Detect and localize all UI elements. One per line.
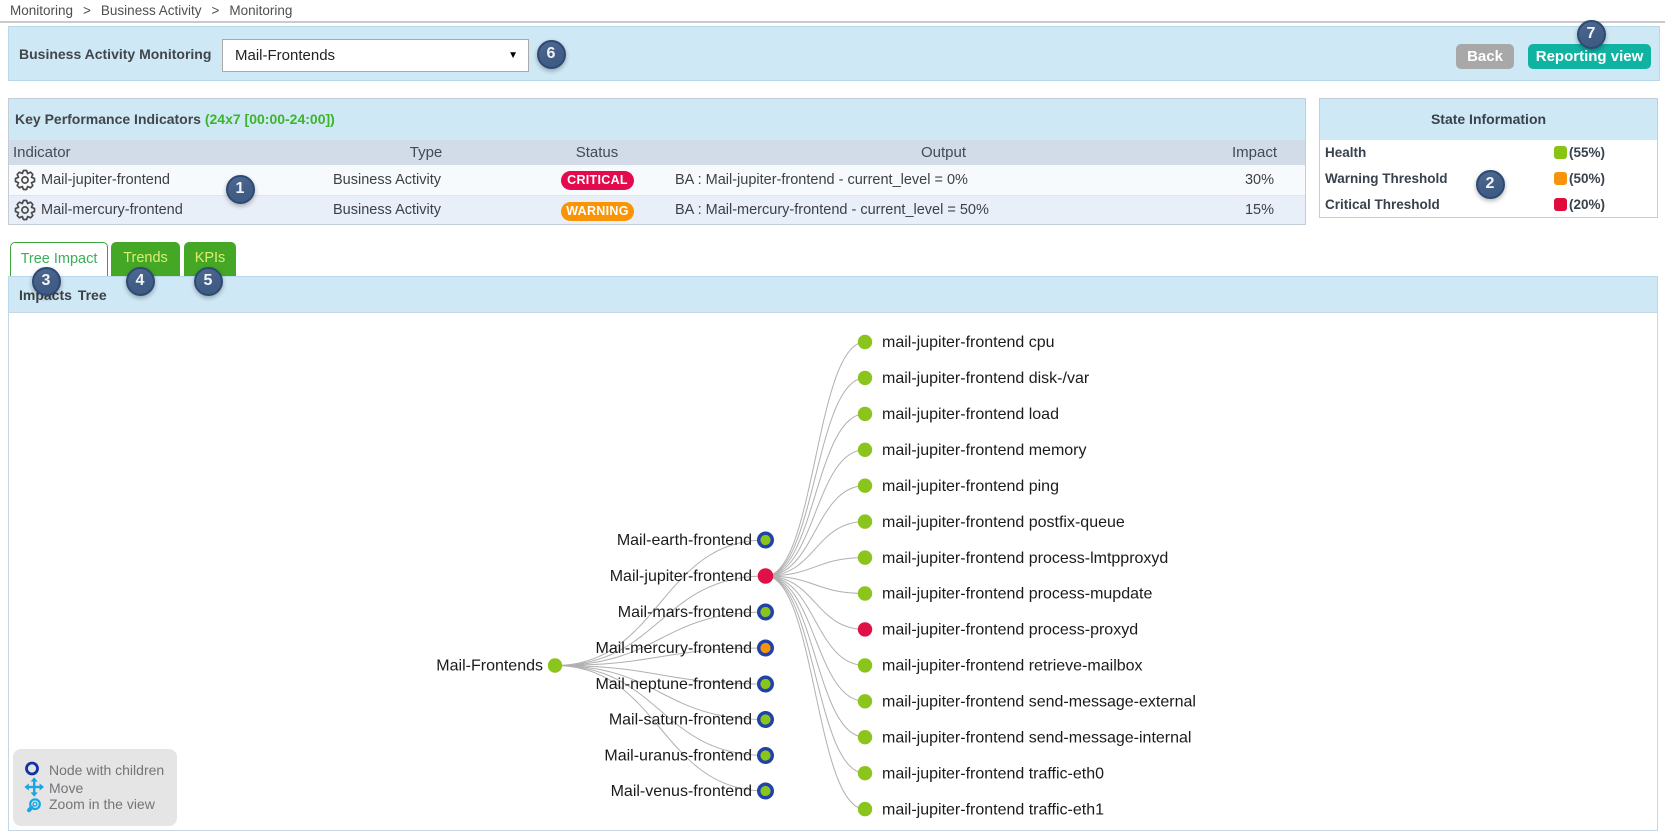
svg-text:mail-jupiter-frontend postfix-: mail-jupiter-frontend postfix-queue: [882, 514, 1125, 531]
svg-text:mail-jupiter-frontend send-mes: mail-jupiter-frontend send-message-inter…: [882, 729, 1191, 746]
svg-text:mail-jupiter-frontend retrieve: mail-jupiter-frontend retrieve-mailbox: [882, 658, 1143, 675]
svg-text:Mail-mercury-frontend: Mail-mercury-frontend: [596, 640, 752, 657]
svg-text:Mail-neptune-frontend: Mail-neptune-frontend: [595, 676, 752, 693]
svg-text:Mail-mars-frontend: Mail-mars-frontend: [618, 604, 752, 621]
svg-text:Mail-venus-frontend: Mail-venus-frontend: [611, 783, 752, 800]
svg-text:mail-jupiter-frontend ping: mail-jupiter-frontend ping: [882, 478, 1059, 495]
svg-text:mail-jupiter-frontend cpu: mail-jupiter-frontend cpu: [882, 334, 1055, 351]
svg-text:Mail-earth-frontend: Mail-earth-frontend: [617, 532, 752, 549]
svg-text:Mail-uranus-frontend: Mail-uranus-frontend: [604, 748, 752, 765]
svg-text:mail-jupiter-frontend process-: mail-jupiter-frontend process-lmtpproxyd: [882, 550, 1168, 567]
svg-text:Mail-Frontends: Mail-Frontends: [436, 658, 543, 675]
svg-text:mail-jupiter-frontend load: mail-jupiter-frontend load: [882, 406, 1059, 423]
svg-text:mail-jupiter-frontend disk-/va: mail-jupiter-frontend disk-/var: [882, 370, 1090, 387]
svg-text:Mail-jupiter-frontend: Mail-jupiter-frontend: [610, 568, 752, 585]
svg-text:mail-jupiter-frontend traffic-: mail-jupiter-frontend traffic-eth0: [882, 765, 1104, 782]
svg-text:mail-jupiter-frontend send-mes: mail-jupiter-frontend send-message-exter…: [882, 694, 1196, 711]
svg-text:mail-jupiter-frontend process-: mail-jupiter-frontend process-proxyd: [882, 622, 1138, 639]
svg-text:mail-jupiter-frontend process-: mail-jupiter-frontend process-mupdate: [882, 586, 1152, 603]
svg-text:mail-jupiter-frontend memory: mail-jupiter-frontend memory: [882, 442, 1087, 459]
svg-text:Mail-saturn-frontend: Mail-saturn-frontend: [609, 712, 752, 729]
svg-text:mail-jupiter-frontend traffic-: mail-jupiter-frontend traffic-eth1: [882, 801, 1104, 818]
